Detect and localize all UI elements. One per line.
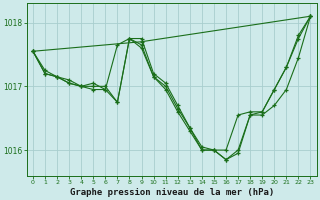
X-axis label: Graphe pression niveau de la mer (hPa): Graphe pression niveau de la mer (hPa)	[69, 188, 274, 197]
